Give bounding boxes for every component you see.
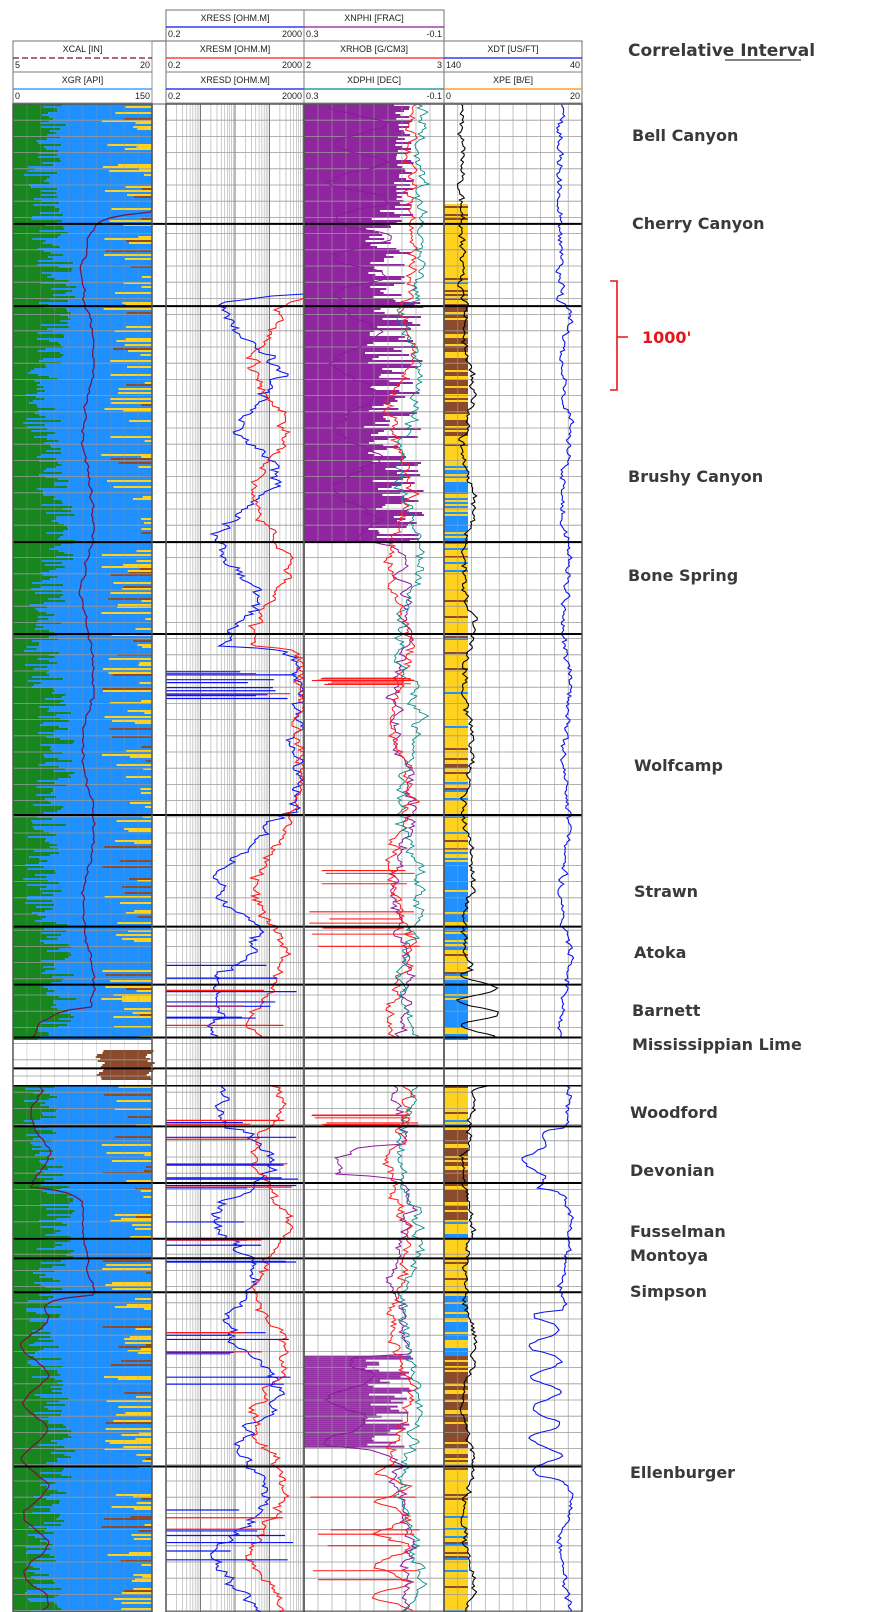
scale-min: 0.2: [168, 29, 181, 39]
formation-label: Brushy Canyon: [628, 467, 763, 486]
formation-label: Barnett: [632, 1001, 701, 1020]
formation-label: Woodford: [630, 1103, 718, 1122]
scale-max: 150: [135, 91, 150, 101]
scale-max: 20: [570, 91, 580, 101]
scale-max: 2000: [282, 60, 302, 70]
curve-name: XRHOB [G/CM3]: [340, 44, 408, 54]
log-grid: [13, 103, 582, 1612]
formation-label: Ellenburger: [630, 1463, 735, 1482]
scale-max: -0.1: [426, 91, 442, 101]
header-cell: [443, 71, 583, 104]
formation-label: Wolfcamp: [634, 756, 723, 775]
curve-xcal: [19, 104, 153, 1611]
header-frame: [165, 9, 445, 105]
formation-label: Simpson: [630, 1282, 707, 1301]
curve-name: XCAL [IN]: [63, 44, 103, 54]
formation-label: Cherry Canyon: [632, 214, 765, 233]
formation-label: Bell Canyon: [632, 126, 738, 145]
scale-max: 40: [570, 60, 580, 70]
curve-name: XDPHI [DEC]: [347, 75, 401, 85]
log-curves: [19, 103, 575, 1612]
formation-lines: [13, 222, 582, 1468]
formation-label: Bone Spring: [628, 566, 738, 585]
curve-name: XRESS [OHM.M]: [200, 13, 269, 23]
scale-min: 0: [446, 91, 451, 101]
scale-bar-label: 1000': [642, 328, 691, 347]
formation-labels: Correlative Interval Bell Canyon Cherry Ca…: [610, 41, 815, 1482]
scale-max: 2000: [282, 91, 302, 101]
curve-xdphi: [392, 103, 431, 1612]
scale-min: 5: [15, 60, 20, 70]
scale-min: 0: [15, 91, 20, 101]
curve-xresm: [244, 104, 306, 1612]
chart-title: Correlative Interval: [628, 41, 815, 61]
scale-max: -0.1: [426, 29, 442, 39]
formation-label: Atoka: [634, 943, 686, 962]
formation-label: Devonian: [630, 1161, 715, 1180]
scale-min: 0.3: [306, 29, 319, 39]
curve-name: XRESD [OHM.M]: [200, 75, 270, 85]
curve-xrhob: [370, 103, 421, 1612]
formation-label: Strawn: [634, 882, 698, 901]
curve-name: XGR [API]: [62, 75, 104, 85]
formation-label: Fusselman: [630, 1222, 726, 1241]
scale-min: 140: [446, 60, 461, 70]
log-fills: [13, 104, 468, 1612]
scale-min: 0.2: [168, 60, 181, 70]
scale-bracket: [610, 280, 628, 391]
curve-name: XDT [US/FT]: [487, 44, 538, 54]
header-cell: [12, 71, 153, 104]
curve-name: XRESM [OHM.M]: [200, 44, 271, 54]
scale-max: 2000: [282, 29, 302, 39]
scale-max: 3: [437, 60, 442, 70]
scale-min: 0.3: [306, 91, 319, 101]
formation-label: Mississippian Lime: [632, 1035, 802, 1054]
scale-min: 0.2: [168, 91, 181, 101]
scale-max: 20: [140, 60, 150, 70]
curve-name: XPE [B/E]: [493, 75, 533, 85]
formation-label: Montoya: [630, 1246, 708, 1265]
curve-name: XNPHI [FRAC]: [344, 13, 404, 23]
curve-xdt: [521, 103, 575, 1612]
scale-min: 2: [306, 60, 311, 70]
curve-xpe: [455, 103, 499, 1612]
